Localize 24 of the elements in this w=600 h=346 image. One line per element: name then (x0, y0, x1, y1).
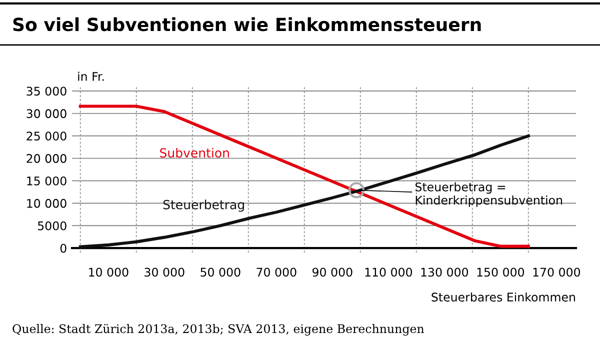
y-tick-label: 0 (60, 244, 66, 253)
x-tick-label: 70 000 (256, 268, 296, 277)
source-note: Quelle: Stadt Zürich 2013a, 2013b; SVA 2013, eigene Berechnungen (12, 324, 424, 336)
y-axis-title: in Fr. (78, 72, 104, 81)
y-tick-label: 25 000 (26, 132, 66, 141)
series-label: Steuerbetrag (163, 200, 244, 212)
y-tick-label: 20 000 (26, 154, 66, 163)
x-tick-label: 150 000 (477, 268, 524, 277)
y-tick-label: 35 000 (26, 86, 66, 96)
chart-title: So viel Subventionen wie Einkommenssteuern (13, 17, 481, 32)
x-tick-label: 50 000 (200, 268, 240, 277)
y-tick-label: 15 000 (27, 176, 66, 186)
x-tick-label: 30 000 (144, 268, 184, 277)
y-tick-label: 30 000 (26, 109, 66, 118)
x-tick-label: 130 000 (421, 268, 468, 277)
y-tick-label: 10 000 (27, 198, 66, 208)
x-tick-label: 170 000 (533, 268, 580, 277)
x-tick-label: 10 000 (89, 268, 128, 277)
x-axis-title: Steuerbares Einkommen (432, 292, 575, 302)
y-tick-label: 5000 (38, 221, 66, 230)
x-tick-label: 90 000 (312, 268, 352, 277)
series-label: Subvention (160, 148, 229, 158)
x-tick-label: 110 000 (365, 268, 412, 277)
annotation: Steuerbetrag = Kinderkrippensubvention (416, 182, 562, 207)
